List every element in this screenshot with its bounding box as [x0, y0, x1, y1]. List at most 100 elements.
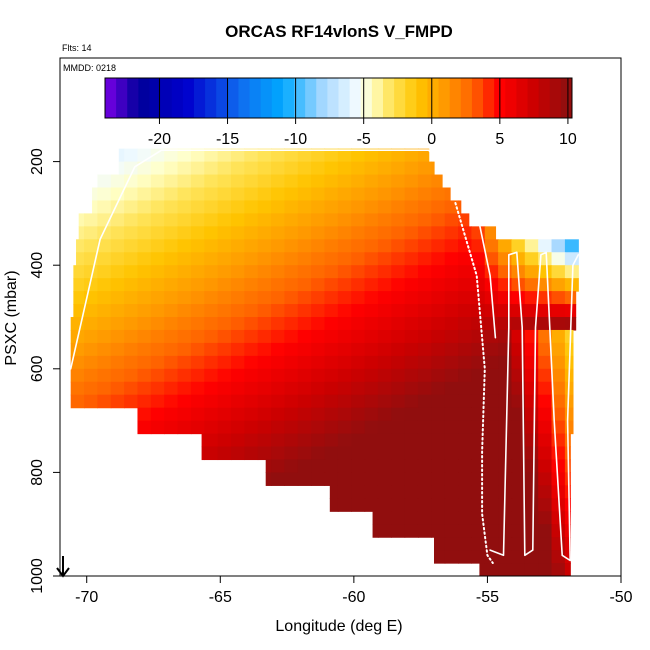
- heatmap-cell: [150, 148, 165, 163]
- heatmap-cell: [484, 433, 499, 448]
- heatmap-cell: [230, 265, 245, 279]
- heatmap-cell: [110, 317, 125, 331]
- heatmap-cell: [458, 433, 472, 448]
- heatmap-cell: [271, 329, 285, 344]
- heatmap-cell: [511, 550, 526, 564]
- heatmap-cell: [244, 187, 259, 202]
- heatmap-cell: [257, 446, 272, 461]
- heatmap-cell: [471, 459, 486, 473]
- heatmap-cell: [551, 342, 566, 357]
- heatmap-cell: [324, 161, 339, 176]
- heatmap-cell: [337, 161, 352, 176]
- heatmap-cell: [324, 446, 339, 461]
- heatmap-cell: [70, 355, 85, 370]
- heatmap-cell: [177, 329, 192, 344]
- colorbar-swatch: [505, 78, 517, 118]
- heatmap-cell: [458, 213, 470, 227]
- heatmap-cell: [391, 213, 406, 227]
- heatmap-cell: [377, 148, 392, 163]
- heatmap-cell: [271, 200, 285, 214]
- heatmap-cell: [84, 213, 98, 227]
- heatmap-cell: [498, 355, 513, 370]
- heatmap-cell: [524, 291, 539, 305]
- heatmap-cell: [204, 200, 219, 214]
- heatmap-cell: [417, 394, 432, 409]
- colorbar-swatch: [205, 78, 217, 118]
- heatmap-cell: [97, 394, 112, 409]
- heatmap-cell: [164, 252, 179, 266]
- heatmap-cell: [377, 291, 392, 305]
- heatmap-cell: [311, 187, 326, 202]
- heatmap-cell: [177, 148, 192, 163]
- heatmap-cell: [110, 265, 125, 279]
- heatmap-cell: [284, 161, 299, 176]
- heatmap-cell: [337, 174, 352, 189]
- heatmap-cell: [284, 226, 299, 240]
- heatmap-cell: [524, 498, 539, 512]
- heatmap-cell: [97, 342, 112, 357]
- heatmap-cell: [538, 433, 553, 448]
- heatmap-cell: [84, 265, 98, 279]
- colorbar-swatch: [349, 78, 362, 118]
- colorbar-swatch: [260, 78, 273, 118]
- heatmap-cell: [164, 342, 179, 357]
- heatmap-cell: [217, 278, 232, 292]
- heatmap-cell: [404, 394, 419, 409]
- heatmap-cell: [150, 187, 165, 202]
- heatmap-cell: [444, 420, 459, 435]
- heatmap-cell: [377, 213, 392, 227]
- heatmap-cell: [471, 226, 486, 240]
- heatmap-cell: [511, 407, 526, 422]
- heatmap-cell: [311, 239, 326, 253]
- heatmap-cell: [391, 252, 406, 266]
- heatmap-cell: [404, 317, 419, 331]
- heatmap-cell: [271, 446, 285, 461]
- x-tick-label: -70: [75, 589, 98, 606]
- heatmap-cell: [217, 148, 232, 163]
- heatmap-cell: [271, 433, 285, 448]
- heatmap-cell: [404, 213, 419, 227]
- colorbar-swatch: [271, 78, 284, 118]
- heatmap-cell: [538, 472, 553, 486]
- heatmap-cell: [524, 537, 539, 551]
- heatmap-cell: [484, 485, 499, 499]
- heatmap-cell: [337, 226, 352, 240]
- heatmap-cell: [377, 304, 392, 318]
- heatmap-cell: [417, 329, 432, 344]
- heatmap-cell: [391, 342, 406, 357]
- heatmap-cell: [337, 317, 352, 331]
- heatmap-cell: [70, 342, 85, 357]
- heatmap-cell: [204, 213, 219, 227]
- heatmap-cell: [164, 291, 179, 305]
- heatmap-cell: [150, 265, 165, 279]
- heatmap-cell: [230, 278, 245, 292]
- heatmap-cell: [324, 291, 339, 305]
- heatmap-cell: [351, 433, 366, 448]
- heatmap-cell: [164, 355, 179, 370]
- heatmap-cell: [471, 342, 486, 357]
- heatmap-cell: [311, 174, 326, 189]
- heatmap-cell: [511, 563, 526, 576]
- colorbar-swatch: [338, 78, 351, 118]
- heatmap-cell: [230, 174, 245, 189]
- heatmap-cell: [217, 446, 232, 461]
- heatmap-cell: [417, 226, 432, 240]
- y-tick-label: 600: [29, 355, 46, 382]
- heatmap-cell: [458, 252, 472, 266]
- heatmap-cell: [524, 459, 539, 473]
- colorbar-swatch: [460, 78, 473, 118]
- heatmap-cell: [110, 355, 125, 370]
- heatmap-cell: [417, 174, 432, 189]
- heatmap-cell: [351, 472, 366, 486]
- colorbar-tick-label: 5: [495, 131, 504, 148]
- heatmap-cell: [177, 355, 192, 370]
- heatmap-cell: [311, 433, 326, 448]
- heatmap-cell: [538, 278, 553, 292]
- heatmap-cell: [329, 498, 339, 512]
- heatmap-cell: [511, 433, 526, 448]
- heatmap-cell: [351, 252, 366, 266]
- x-tick-label: -50: [609, 589, 632, 606]
- heatmap-cell: [391, 239, 406, 253]
- heatmap-cell: [124, 342, 139, 357]
- heatmap-cell: [551, 252, 566, 266]
